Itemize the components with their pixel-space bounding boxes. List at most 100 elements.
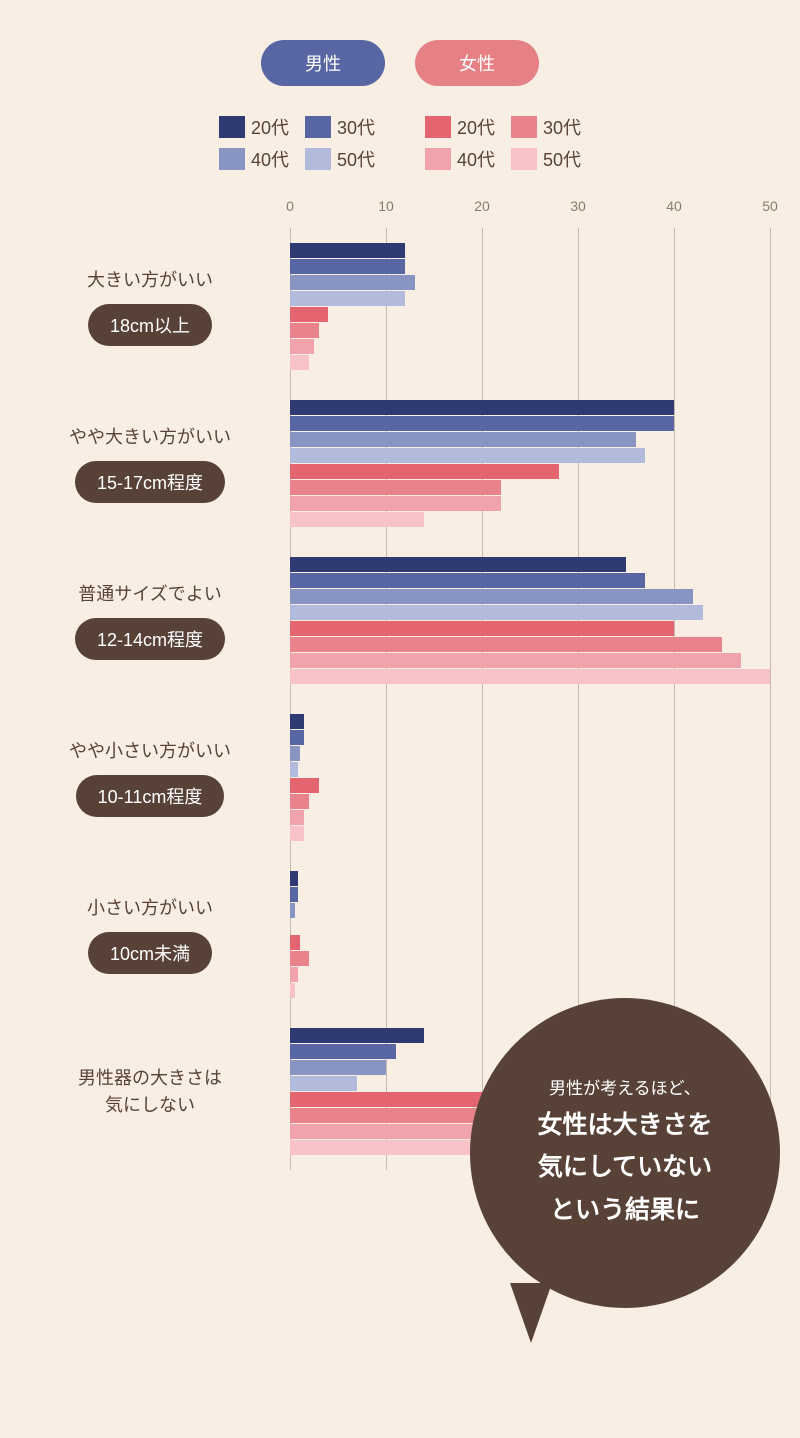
category-title: 普通サイズでよい (78, 581, 221, 607)
bar (290, 512, 424, 527)
bar (290, 448, 645, 463)
female-pill: 女性 (415, 40, 539, 86)
category-bars (290, 542, 770, 699)
bar (290, 275, 415, 290)
bar (290, 243, 405, 258)
axis-tick: 50 (762, 198, 778, 214)
gender-legend: 男性 女性 (30, 40, 770, 86)
bar (290, 589, 693, 604)
category-badge: 10-11cm程度 (76, 775, 225, 817)
category-bars (290, 699, 770, 856)
legend-label: 30代 (543, 114, 581, 140)
legend-label: 50代 (543, 146, 581, 172)
legend-label: 20代 (251, 114, 289, 140)
bar (290, 714, 304, 729)
bar (290, 323, 319, 338)
axis-tick: 20 (474, 198, 490, 214)
bar (290, 653, 741, 668)
legend-label: 40代 (457, 146, 495, 172)
callout-line: 女性は大きさを (537, 1104, 712, 1147)
bar (290, 637, 722, 652)
legend-swatch (425, 148, 451, 170)
legend-item: 50代 (511, 146, 581, 172)
legend-swatch (305, 116, 331, 138)
category-badge: 18cm以上 (88, 304, 212, 346)
bar (290, 432, 636, 447)
legend-swatch (425, 116, 451, 138)
callout-line: という結果に (550, 1189, 700, 1232)
legend-item: 20代 (425, 114, 495, 140)
legend-item: 20代 (219, 114, 289, 140)
bar (290, 951, 309, 966)
category-label: 男性器の大きさは気にしない (30, 1013, 290, 1170)
bar (290, 1028, 424, 1043)
bar (290, 810, 304, 825)
legend-swatch (511, 148, 537, 170)
category-title: やや小さい方がいい (69, 738, 231, 764)
category-badge: 10cm未満 (88, 932, 212, 974)
axis-tick: 30 (570, 198, 586, 214)
legend-swatch (511, 116, 537, 138)
category-label: 大きい方がいい 18cm以上 (30, 228, 290, 385)
bar (290, 826, 304, 841)
bar (290, 291, 405, 306)
bar (290, 307, 328, 322)
category-group: やや大きい方がいい15-17cm程度 (30, 385, 770, 542)
category-group: やや小さい方がいい 10-11cm程度 (30, 699, 770, 856)
legend-label: 30代 (337, 114, 375, 140)
callout-line: 気にしていない (538, 1146, 712, 1189)
category-title: 大きい方がいい (87, 267, 213, 293)
bar (290, 416, 674, 431)
legend-item: 40代 (219, 146, 289, 172)
bar (290, 464, 559, 479)
callout-bubble: 男性が考えるほど、女性は大きさを気にしていないという結果に (470, 998, 780, 1308)
bar-chart: 01020304050 大きい方がいい18cm以上やや大きい方がいい15-17c… (30, 198, 770, 1170)
age-legend: 20代 30代 20代 30代 40代 50代 40代 50代 (30, 114, 770, 172)
category-bars (290, 385, 770, 542)
category-group: 小さい方がいい 10cm未満 (30, 856, 770, 1013)
x-axis-ticks: 01020304050 (290, 198, 770, 228)
category-bars (290, 228, 770, 385)
bar (290, 730, 304, 745)
legend-label: 20代 (457, 114, 495, 140)
bar (290, 621, 674, 636)
category-label: やや小さい方がいい 10-11cm程度 (30, 699, 290, 856)
callout-line: 男性が考えるほど、 (549, 1075, 701, 1104)
bar (290, 903, 295, 918)
legend-label: 50代 (337, 146, 375, 172)
bar (290, 778, 319, 793)
category-badge: 12-14cm程度 (75, 618, 225, 660)
legend-item: 30代 (305, 114, 375, 140)
bar (290, 1060, 386, 1075)
bar (290, 1076, 357, 1091)
bar (290, 746, 300, 761)
category-title: やや大きい方がいい (69, 424, 231, 450)
bar (290, 871, 298, 886)
chart-container: 男性 女性 20代30代20代30代40代50代40代50代 010203040… (0, 0, 800, 1220)
male-pill: 男性 (261, 40, 385, 86)
category-group: 普通サイズでよい 12-14cm程度 (30, 542, 770, 699)
bar (290, 480, 501, 495)
category-title: 小さい方がいい (87, 895, 213, 921)
callout-tail (510, 1283, 552, 1343)
bar (290, 794, 309, 809)
legend-swatch (219, 116, 245, 138)
bar (290, 887, 298, 902)
legend-item: 30代 (511, 114, 581, 140)
bar (290, 605, 703, 620)
bar (290, 935, 300, 950)
bar (290, 573, 645, 588)
bar (290, 983, 295, 998)
bar (290, 1044, 396, 1059)
bar (290, 557, 626, 572)
bar (290, 400, 674, 415)
legend-label: 40代 (251, 146, 289, 172)
axis-tick: 40 (666, 198, 682, 214)
legend-swatch (219, 148, 245, 170)
bar (290, 339, 314, 354)
category-bars (290, 856, 770, 1013)
bar (290, 355, 309, 370)
category-label: 普通サイズでよい 12-14cm程度 (30, 542, 290, 699)
bar (290, 762, 298, 777)
legend-item: 40代 (425, 146, 495, 172)
